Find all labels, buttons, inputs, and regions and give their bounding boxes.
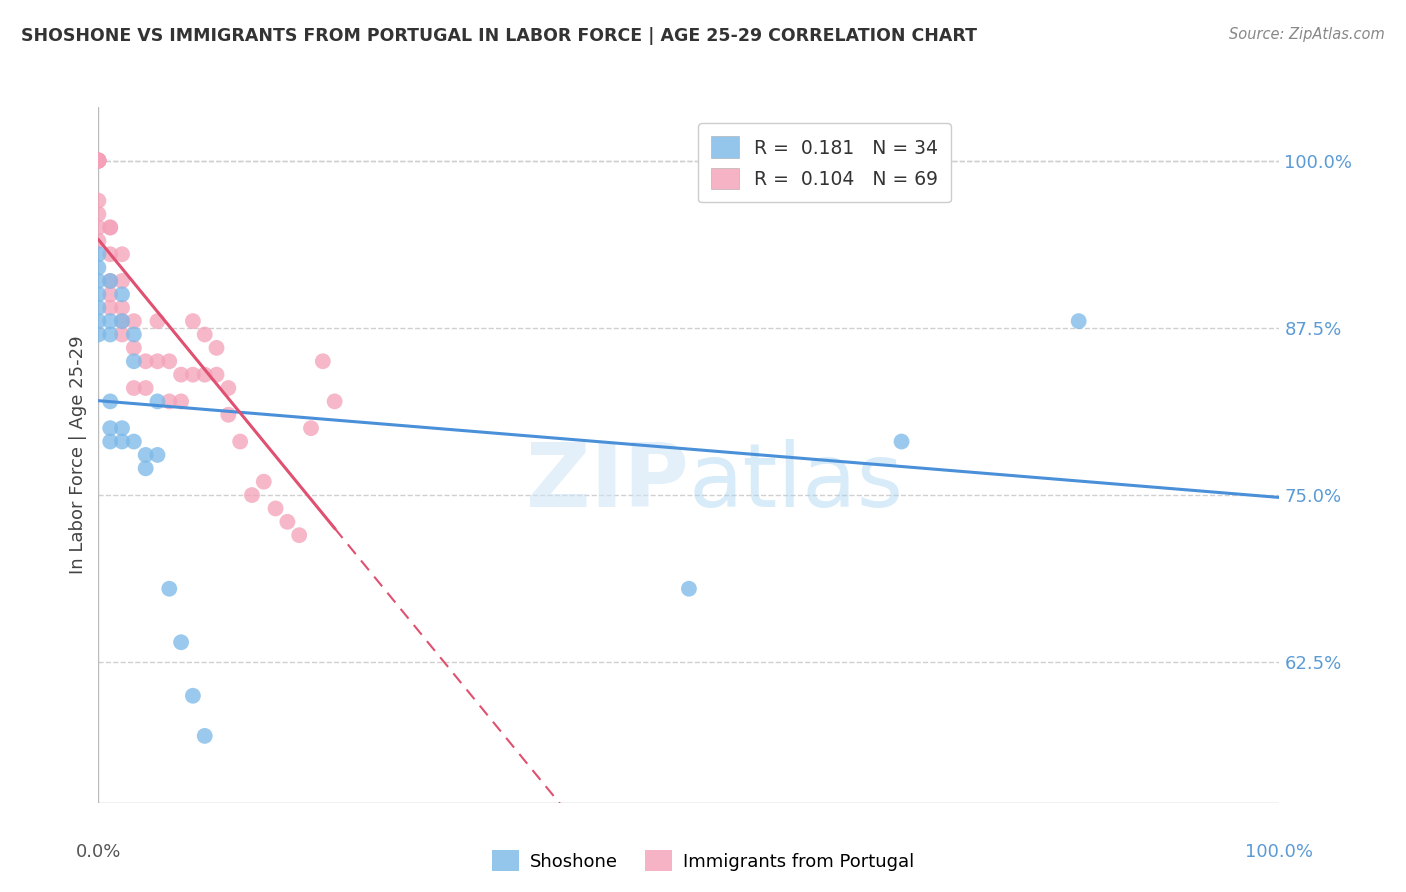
Point: [98, 287, 121, 301]
Point: [87, 153, 110, 168]
Point: [111, 314, 134, 328]
Point: [217, 381, 239, 395]
Point: [157, 582, 180, 596]
Point: [253, 475, 276, 489]
Point: [111, 301, 134, 315]
Point: [264, 501, 287, 516]
Point: [1067, 314, 1090, 328]
Point: [157, 394, 180, 409]
Point: [98, 314, 121, 328]
Point: [98, 301, 121, 315]
Point: [194, 368, 217, 382]
Point: [87, 287, 110, 301]
Point: [194, 729, 217, 743]
Point: [135, 381, 157, 395]
Point: [181, 368, 204, 382]
Text: Source: ZipAtlas.com: Source: ZipAtlas.com: [1229, 27, 1385, 42]
Point: [87, 247, 110, 261]
Point: [122, 354, 145, 368]
Point: [157, 354, 180, 368]
Point: [122, 327, 145, 342]
Point: [87, 153, 110, 168]
Point: [240, 488, 263, 502]
Point: [98, 274, 121, 288]
Point: [122, 341, 145, 355]
Point: [299, 421, 322, 435]
Point: [111, 327, 134, 342]
Point: [98, 247, 121, 261]
Point: [135, 448, 157, 462]
Text: SHOSHONE VS IMMIGRANTS FROM PORTUGAL IN LABOR FORCE | AGE 25-29 CORRELATION CHAR: SHOSHONE VS IMMIGRANTS FROM PORTUGAL IN …: [21, 27, 977, 45]
Point: [87, 153, 110, 168]
Point: [87, 153, 110, 168]
Point: [87, 153, 110, 168]
Point: [205, 368, 228, 382]
Point: [87, 220, 110, 235]
Text: ZIP: ZIP: [526, 439, 689, 526]
Point: [146, 394, 169, 409]
Y-axis label: In Labor Force | Age 25-29: In Labor Force | Age 25-29: [69, 335, 87, 574]
Legend: R =  0.181   N = 34, R =  0.104   N = 69: R = 0.181 N = 34, R = 0.104 N = 69: [697, 123, 952, 202]
Point: [87, 207, 110, 221]
Point: [146, 448, 169, 462]
Point: [87, 153, 110, 168]
Point: [122, 381, 145, 395]
Point: [111, 287, 134, 301]
Point: [111, 314, 134, 328]
Point: [98, 434, 121, 449]
Point: [111, 421, 134, 435]
Point: [111, 274, 134, 288]
Point: [194, 327, 217, 342]
Point: [276, 515, 298, 529]
Point: [111, 434, 134, 449]
Point: [323, 394, 346, 409]
Point: [98, 421, 121, 435]
Point: [146, 354, 169, 368]
Point: [87, 301, 110, 315]
Point: [181, 689, 204, 703]
Point: [87, 327, 110, 342]
Point: [229, 434, 252, 449]
Point: [146, 314, 169, 328]
Point: [890, 434, 912, 449]
Point: [181, 314, 204, 328]
Point: [87, 234, 110, 248]
Point: [122, 434, 145, 449]
Point: [312, 354, 335, 368]
Point: [135, 354, 157, 368]
Text: 100.0%: 100.0%: [1246, 843, 1313, 861]
Point: [205, 341, 228, 355]
Point: [87, 274, 110, 288]
Point: [288, 528, 311, 542]
Point: [170, 368, 193, 382]
Point: [87, 260, 110, 275]
Point: [98, 274, 121, 288]
Text: atlas: atlas: [689, 439, 904, 526]
Point: [87, 153, 110, 168]
Point: [135, 461, 157, 475]
Point: [98, 220, 121, 235]
Point: [217, 408, 239, 422]
Legend: Shoshone, Immigrants from Portugal: Shoshone, Immigrants from Portugal: [485, 843, 921, 879]
Text: 0.0%: 0.0%: [76, 843, 121, 861]
Point: [98, 220, 121, 235]
Point: [87, 153, 110, 168]
Point: [98, 394, 121, 409]
Point: [122, 314, 145, 328]
Point: [170, 635, 193, 649]
Point: [87, 314, 110, 328]
Point: [87, 194, 110, 208]
Point: [678, 582, 700, 596]
Point: [111, 247, 134, 261]
Point: [98, 327, 121, 342]
Point: [170, 394, 193, 409]
